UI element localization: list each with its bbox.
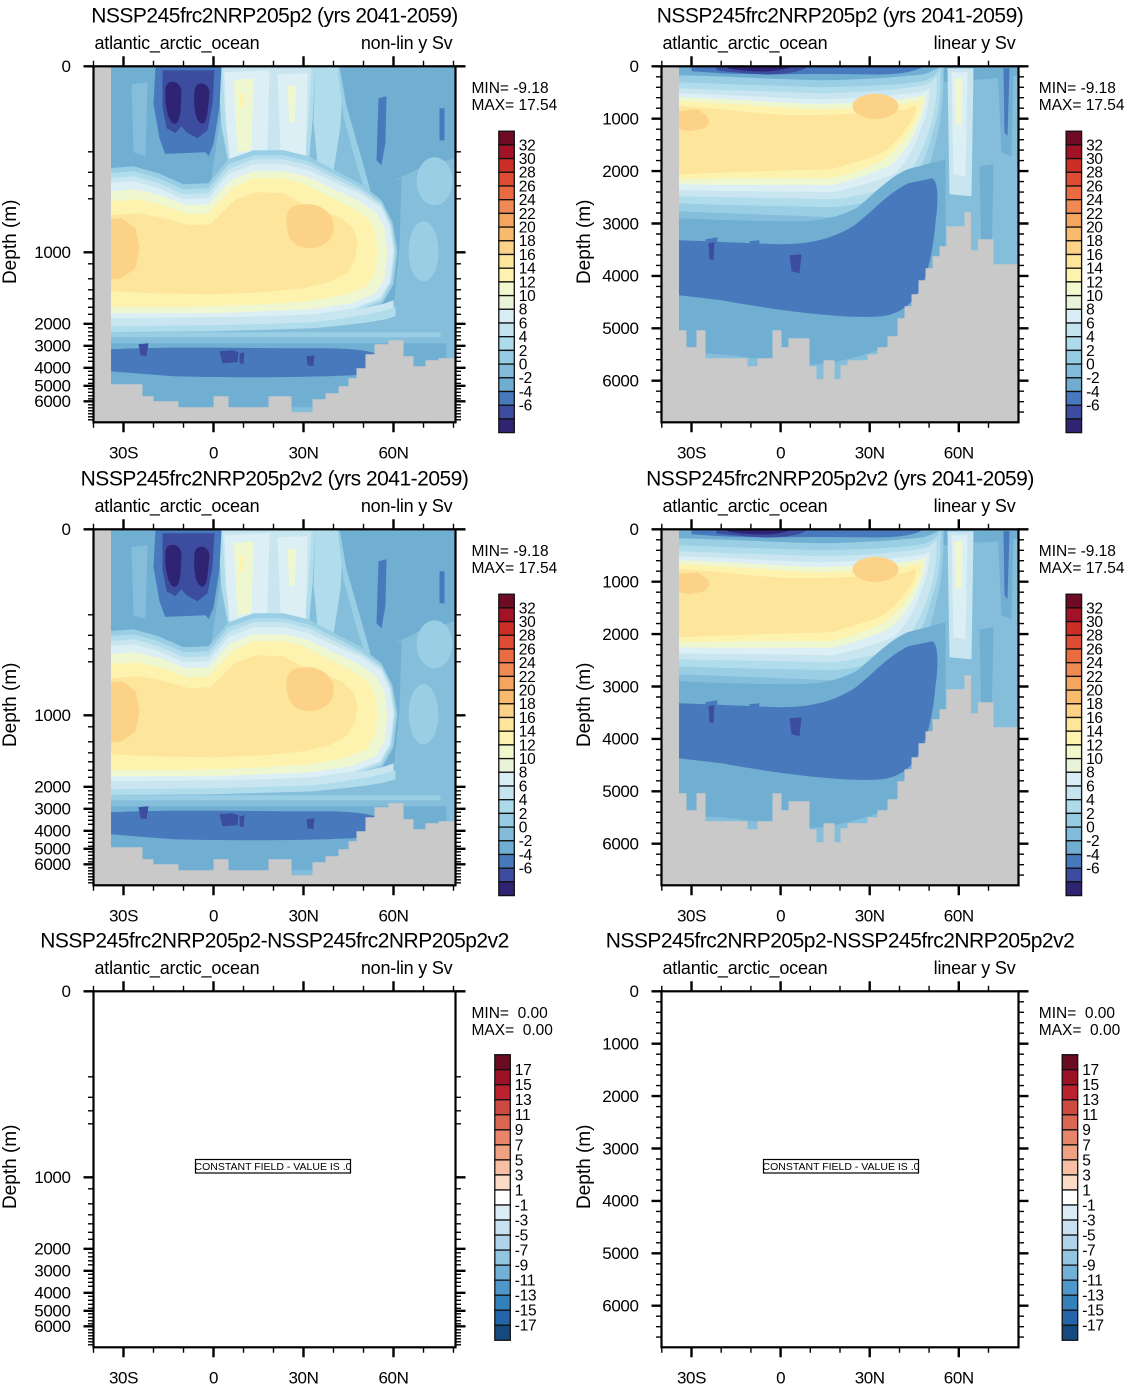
svg-text:MIN= -9.18: MIN= -9.18 (1039, 543, 1116, 560)
svg-text:atlantic_arctic_ocean: atlantic_arctic_ocean (95, 958, 260, 979)
svg-text:linear y Sv: linear y Sv (934, 958, 1016, 978)
svg-text:non-lin y Sv: non-lin y Sv (361, 958, 453, 978)
svg-text:Depth (m): Depth (m) (574, 1125, 595, 1209)
svg-text:NSSP245frc2NRP205p2-NSSP245frc: NSSP245frc2NRP205p2-NSSP245frc2NRP205p2v… (40, 929, 509, 952)
svg-text:MAX= 17.54: MAX= 17.54 (472, 560, 558, 577)
svg-text:MAX= 0.00: MAX= 0.00 (1039, 1022, 1121, 1039)
svg-text:atlantic_arctic_ocean: atlantic_arctic_ocean (663, 958, 828, 979)
svg-text:non-lin y Sv: non-lin y Sv (361, 496, 453, 516)
svg-text:atlantic_arctic_ocean: atlantic_arctic_ocean (95, 33, 260, 54)
svg-text:Depth (m): Depth (m) (574, 200, 595, 284)
svg-text:NSSP245frc2NRP205p2v2 (yrs 204: NSSP245frc2NRP205p2v2 (yrs 2041-2059) (81, 467, 469, 490)
svg-text:MAX= 17.54: MAX= 17.54 (1039, 560, 1125, 577)
svg-text:linear y Sv: linear y Sv (934, 496, 1016, 516)
svg-text:CONSTANT FIELD - VALUE IS .0: CONSTANT FIELD - VALUE IS .0 (763, 1161, 920, 1173)
svg-text:Depth (m): Depth (m) (0, 663, 21, 747)
svg-text:MAX= 0.00: MAX= 0.00 (472, 1022, 554, 1039)
svg-text:MIN= -9.18: MIN= -9.18 (472, 80, 549, 97)
svg-text:CONSTANT FIELD - VALUE IS .0: CONSTANT FIELD - VALUE IS .0 (195, 1161, 352, 1173)
svg-text:Depth (m): Depth (m) (574, 663, 595, 747)
svg-text:NSSP245frc2NRP205p2-NSSP245frc: NSSP245frc2NRP205p2-NSSP245frc2NRP205p2v… (606, 929, 1075, 952)
svg-text:NSSP245frc2NRP205p2 (yrs 2041-: NSSP245frc2NRP205p2 (yrs 2041-2059) (91, 4, 458, 27)
svg-text:MIN= -9.18: MIN= -9.18 (472, 543, 549, 560)
svg-text:MIN= 0.00: MIN= 0.00 (1039, 1005, 1116, 1022)
svg-text:atlantic_arctic_ocean: atlantic_arctic_ocean (663, 33, 828, 54)
svg-text:NSSP245frc2NRP205p2v2 (yrs 204: NSSP245frc2NRP205p2v2 (yrs 2041-2059) (646, 467, 1034, 490)
svg-text:MAX= 17.54: MAX= 17.54 (472, 97, 558, 114)
svg-text:atlantic_arctic_ocean: atlantic_arctic_ocean (95, 496, 260, 517)
svg-text:Depth (m): Depth (m) (0, 1125, 21, 1209)
svg-text:atlantic_arctic_ocean: atlantic_arctic_ocean (663, 496, 828, 517)
svg-text:NSSP245frc2NRP205p2 (yrs 2041-: NSSP245frc2NRP205p2 (yrs 2041-2059) (657, 4, 1024, 27)
svg-text:MIN= 0.00: MIN= 0.00 (472, 1005, 549, 1022)
svg-text:Depth (m): Depth (m) (0, 200, 21, 284)
svg-text:linear y Sv: linear y Sv (934, 33, 1016, 53)
svg-text:MIN= -9.18: MIN= -9.18 (1039, 80, 1116, 97)
svg-text:MAX= 17.54: MAX= 17.54 (1039, 97, 1125, 114)
svg-text:non-lin y Sv: non-lin y Sv (361, 33, 453, 53)
